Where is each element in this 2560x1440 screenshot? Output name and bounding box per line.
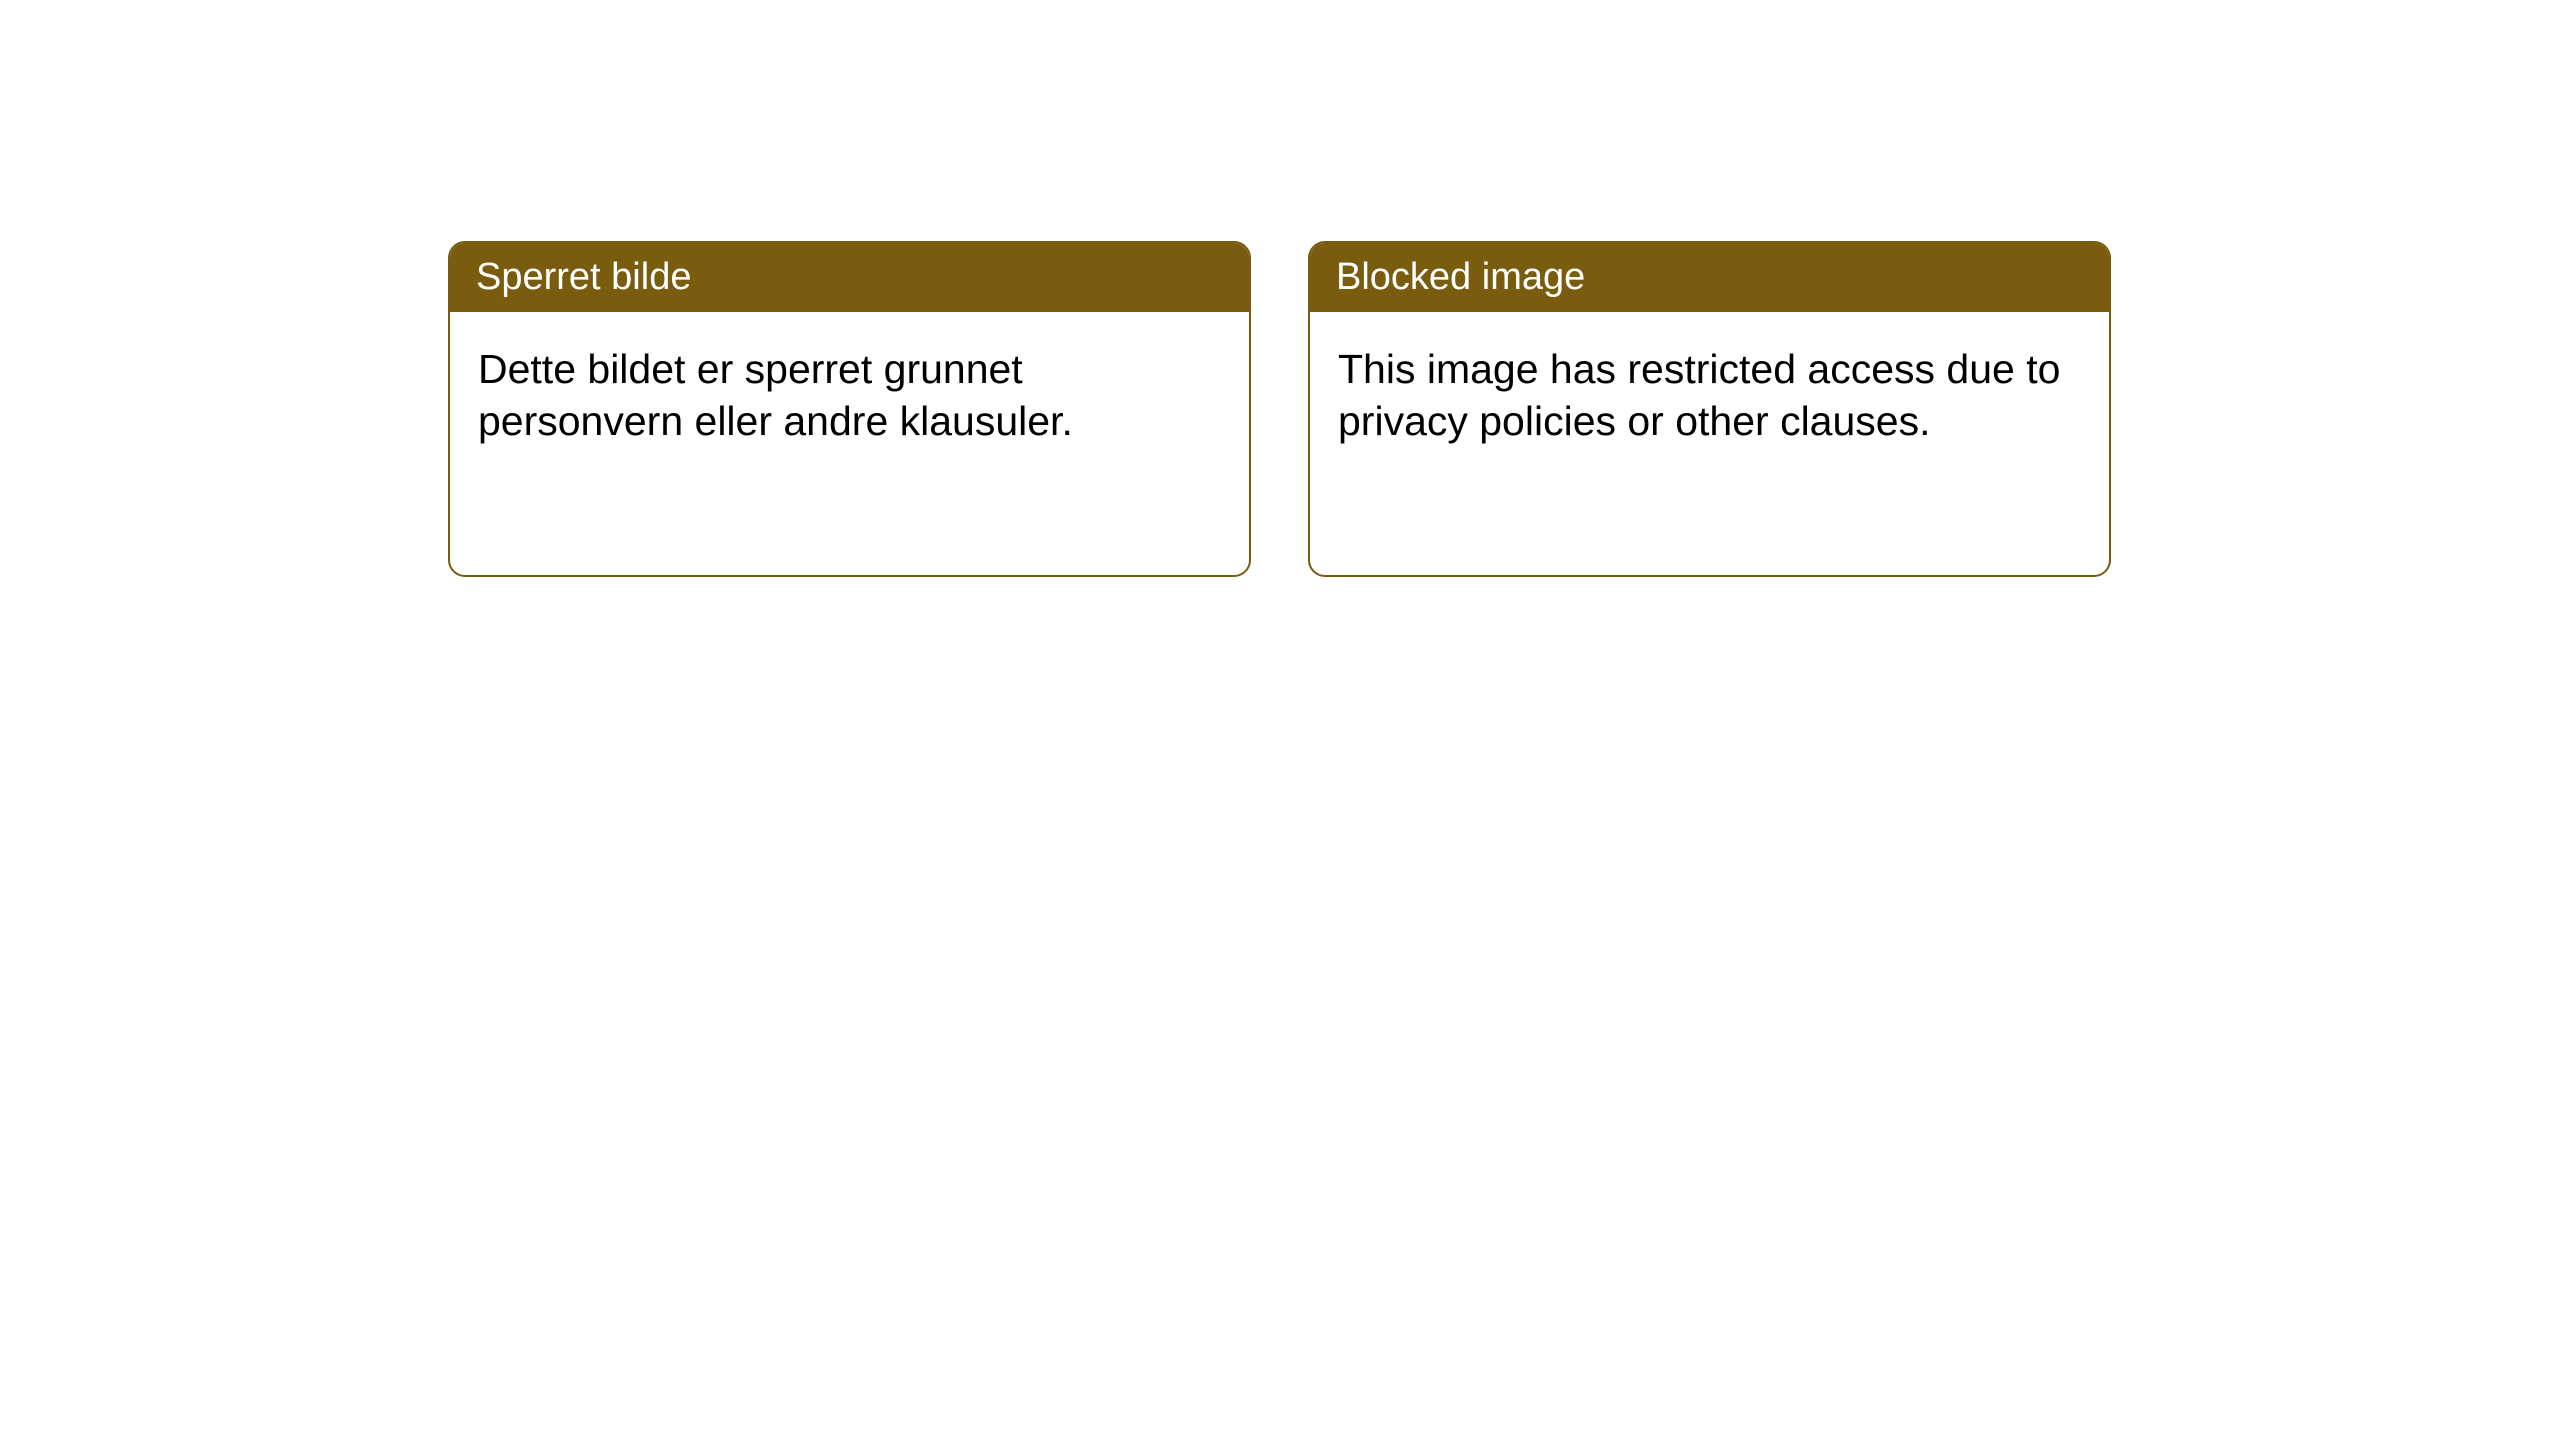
notice-body-english: This image has restricted access due to … xyxy=(1310,312,2109,479)
notice-header-norwegian: Sperret bilde xyxy=(450,243,1249,312)
notice-body-norwegian: Dette bildet er sperret grunnet personve… xyxy=(450,312,1249,479)
notice-title-norwegian: Sperret bilde xyxy=(476,256,691,298)
notice-header-english: Blocked image xyxy=(1310,243,2109,312)
notice-title-english: Blocked image xyxy=(1336,256,1585,298)
notice-message-english: This image has restricted access due to … xyxy=(1338,346,2060,444)
notice-container: Sperret bilde Dette bildet er sperret gr… xyxy=(448,241,2111,577)
notice-box-norwegian: Sperret bilde Dette bildet er sperret gr… xyxy=(448,241,1251,577)
notice-message-norwegian: Dette bildet er sperret grunnet personve… xyxy=(478,346,1073,444)
notice-box-english: Blocked image This image has restricted … xyxy=(1308,241,2111,577)
